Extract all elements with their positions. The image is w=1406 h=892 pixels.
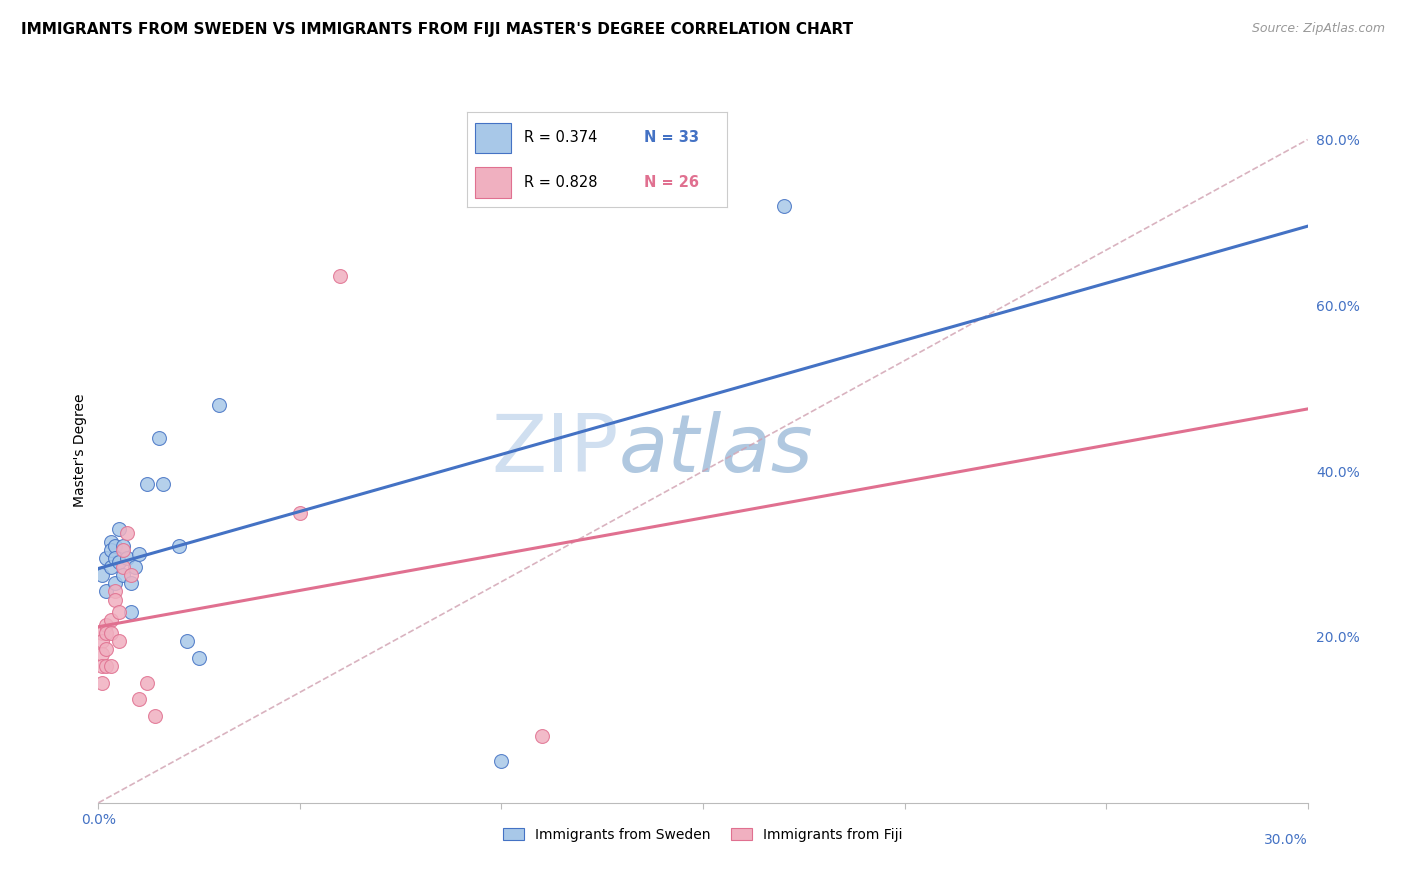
Point xyxy=(111,559,134,574)
Point xyxy=(91,675,114,690)
Point xyxy=(103,551,125,566)
Point xyxy=(120,567,142,582)
Point xyxy=(530,730,553,744)
Point xyxy=(96,625,118,640)
Point xyxy=(288,506,311,520)
Point xyxy=(143,708,166,723)
Point xyxy=(120,605,142,619)
Point xyxy=(96,659,118,673)
Point xyxy=(103,584,125,599)
Point xyxy=(329,269,352,284)
Point xyxy=(96,551,118,566)
Point xyxy=(91,634,114,648)
Point xyxy=(103,592,125,607)
Point xyxy=(111,539,134,553)
Point xyxy=(188,650,211,665)
Point xyxy=(100,559,122,574)
Point xyxy=(107,605,129,619)
Point xyxy=(100,625,122,640)
Point xyxy=(100,543,122,558)
Point xyxy=(115,551,138,566)
Point xyxy=(103,576,125,591)
Y-axis label: Master's Degree: Master's Degree xyxy=(73,393,87,508)
Point xyxy=(148,431,170,445)
Point xyxy=(100,534,122,549)
Point xyxy=(91,647,114,661)
Point xyxy=(100,614,122,628)
Text: 30.0%: 30.0% xyxy=(1264,833,1308,847)
Point xyxy=(103,539,125,553)
Point xyxy=(120,576,142,591)
Point xyxy=(167,539,190,553)
Point xyxy=(135,476,157,491)
Point xyxy=(128,692,150,706)
Point xyxy=(91,567,114,582)
Point xyxy=(91,659,114,673)
Point xyxy=(124,559,146,574)
Text: atlas: atlas xyxy=(619,411,813,490)
Text: Source: ZipAtlas.com: Source: ZipAtlas.com xyxy=(1251,22,1385,36)
Text: ZIP: ZIP xyxy=(491,411,619,490)
Legend: Immigrants from Sweden, Immigrants from Fiji: Immigrants from Sweden, Immigrants from … xyxy=(496,821,910,848)
Point xyxy=(107,634,129,648)
Point xyxy=(100,659,122,673)
Point xyxy=(128,547,150,561)
Point xyxy=(107,522,129,536)
Point xyxy=(208,398,231,412)
Point xyxy=(91,625,114,640)
Point xyxy=(111,567,134,582)
Point xyxy=(176,634,198,648)
Point xyxy=(772,199,794,213)
Point xyxy=(96,584,118,599)
Point xyxy=(152,476,174,491)
Point xyxy=(115,526,138,541)
Point xyxy=(491,755,513,769)
Point xyxy=(135,675,157,690)
Text: IMMIGRANTS FROM SWEDEN VS IMMIGRANTS FROM FIJI MASTER'S DEGREE CORRELATION CHART: IMMIGRANTS FROM SWEDEN VS IMMIGRANTS FRO… xyxy=(21,22,853,37)
Point xyxy=(96,617,118,632)
Point xyxy=(96,642,118,657)
Point xyxy=(107,555,129,569)
Point xyxy=(111,543,134,558)
